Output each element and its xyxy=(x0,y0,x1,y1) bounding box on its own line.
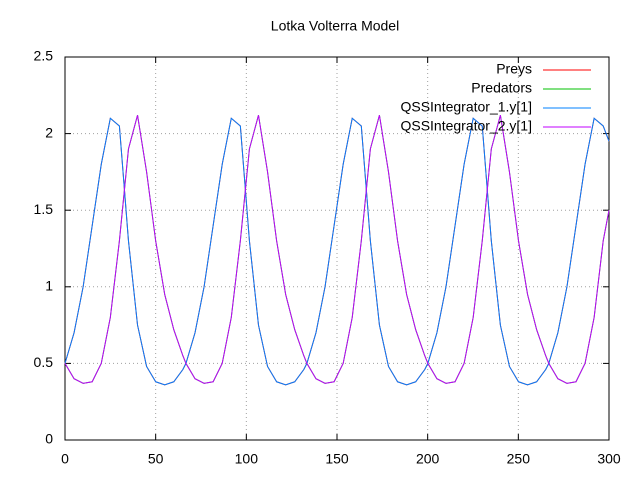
series-line xyxy=(64,117,610,386)
y-tick-label: 1 xyxy=(45,278,53,294)
y-tick-label: 2.5 xyxy=(34,48,54,64)
legend-label: QSSIntegrator_1.y[1] xyxy=(400,99,532,115)
x-tick-label: 200 xyxy=(416,451,440,467)
chart-title: Lotka Volterra Model xyxy=(271,18,399,34)
legend-label: QSSIntegrator_2.y[1] xyxy=(400,118,532,134)
y-tick-label: 0.5 xyxy=(34,354,54,370)
y-tick-label: 2 xyxy=(45,124,53,140)
legend-label: Predators xyxy=(471,80,532,96)
x-tick-label: 0 xyxy=(61,451,69,467)
y-tick-label: 1.5 xyxy=(34,201,54,217)
x-tick-label: 50 xyxy=(148,451,164,467)
x-tick-label: 300 xyxy=(597,451,621,467)
x-tick-label: 100 xyxy=(235,451,259,467)
x-tick-label: 150 xyxy=(325,451,349,467)
series-line xyxy=(64,115,610,384)
x-tick-label: 250 xyxy=(507,451,531,467)
legend-label: Preys xyxy=(496,61,532,77)
plot-frame xyxy=(64,56,610,441)
y-tick-label: 0 xyxy=(45,431,53,447)
